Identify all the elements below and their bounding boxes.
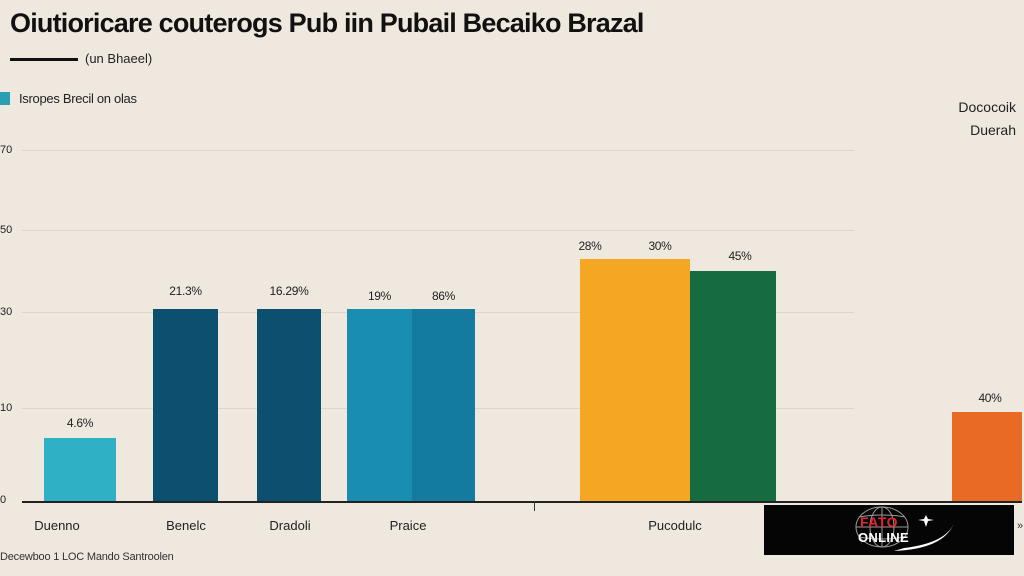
- bar-dradoli[interactable]: [257, 309, 321, 501]
- legend-label: Isropes Brecil on olas: [19, 91, 137, 106]
- bar-pucodulc-orange[interactable]: [580, 259, 690, 501]
- category-label: Benelc: [166, 518, 206, 533]
- bar-label: 28%: [578, 239, 602, 253]
- right-annotation-1: Dococoik: [958, 99, 1016, 115]
- legend-swatch: [0, 92, 10, 105]
- y-tick-50: 50: [0, 224, 13, 236]
- bar-label: 30%: [648, 239, 672, 253]
- category-label: Duenno: [34, 518, 80, 533]
- edge-mark: »: [1017, 520, 1024, 532]
- gridline-50: [22, 230, 854, 231]
- bar-duenno[interactable]: [44, 438, 116, 501]
- category-label: Praice: [389, 518, 427, 533]
- source-note: Decewboo 1 LOC Mando Santroolen: [0, 551, 174, 563]
- bar-label: 45%: [728, 249, 752, 263]
- bar-label: 40%: [978, 391, 1002, 405]
- bar-label: 19%: [367, 289, 392, 303]
- bar-right-orange[interactable]: [952, 412, 1022, 501]
- x-axis-tick: [534, 501, 535, 511]
- x-axis-baseline: [22, 501, 1022, 503]
- category-label: Dradoli: [269, 518, 311, 533]
- bar-praice-a[interactable]: [347, 309, 412, 501]
- logo-text-fato: FATO: [860, 514, 899, 530]
- category-label: Pucodulc: [648, 518, 702, 533]
- bar-pucodulc-green[interactable]: [690, 271, 776, 501]
- y-tick-0: 0: [0, 494, 7, 506]
- bar-label: 21.3%: [169, 284, 202, 298]
- globe-swoosh-icon: [855, 506, 954, 551]
- bar-label: 86%: [431, 289, 456, 303]
- bar-benelc[interactable]: [153, 309, 218, 501]
- bar-label: 16.29%: [269, 284, 309, 298]
- bar-label: 4.6%: [66, 416, 94, 430]
- right-annotation-2: Duerah: [970, 122, 1016, 138]
- fato-online-logo: FATO ONLINE: [764, 505, 1014, 555]
- bar-praice-b[interactable]: [412, 309, 475, 501]
- gridline-70: [22, 150, 854, 151]
- y-tick-70: 70: [0, 144, 13, 156]
- y-tick-10: 10: [0, 402, 13, 414]
- logo-text-online: ONLINE: [858, 530, 909, 545]
- subtitle-rule: [10, 58, 78, 61]
- y-tick-30: 30: [0, 306, 13, 318]
- chart-subtitle: (un Bhaeel): [85, 51, 153, 66]
- chart-title: Oiutioricare couterogs Pub iin Pubail Be…: [10, 8, 644, 38]
